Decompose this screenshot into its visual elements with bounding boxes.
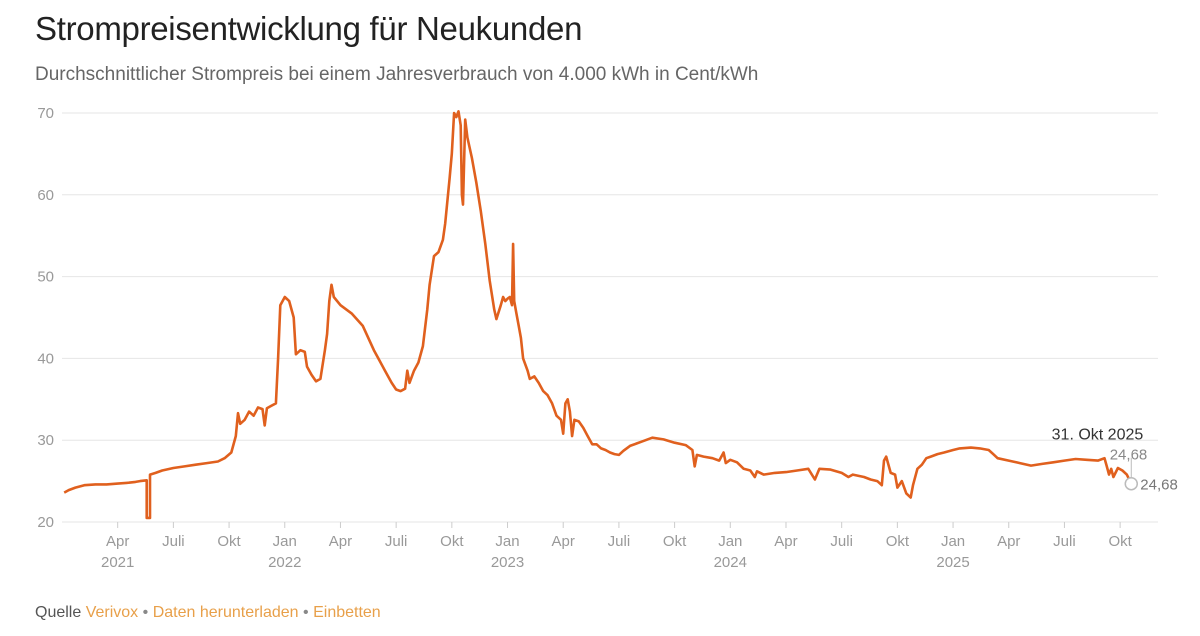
x-tick-label: Jan [941, 533, 965, 550]
source-label: Quelle [35, 604, 82, 621]
last-point-marker [1124, 476, 1139, 491]
y-tick-label: 20 [37, 514, 54, 531]
y-axis: 20 30 40 50 60 70 [37, 105, 54, 531]
y-tick-label: 70 [37, 105, 54, 122]
separator: • [303, 604, 309, 621]
embed-link[interactable]: Einbetten [313, 604, 381, 621]
chart-title: Strompreisentwicklung für Neukunden [35, 10, 583, 47]
x-tick-label: Juli [830, 533, 853, 550]
y-tick-label: 60 [37, 187, 54, 204]
source-link[interactable]: Verivox [85, 604, 139, 621]
x-tick-year: 2023 [491, 554, 524, 571]
x-tick-year: 2021 [101, 554, 134, 571]
x-tick-label: Jan [718, 533, 742, 550]
last-value-annotation: 31. Okt 2025 24,68 24,68 [1052, 427, 1178, 494]
x-tick-year: 2024 [714, 554, 747, 571]
line-chart[interactable]: 20 30 40 50 60 70 Apr 2021 Juli Okt Jan 2022 Apr Jul… [0, 0, 1200, 600]
x-tick-label: Juli [162, 533, 185, 550]
grid-lines [62, 112, 1158, 523]
x-tick-label: Jan [495, 533, 519, 550]
y-tick-label: 30 [37, 432, 54, 449]
y-tick-label: 50 [37, 269, 54, 286]
annotation-value: 24,68 [1110, 447, 1148, 464]
x-tick-label: Apr [774, 533, 797, 550]
x-tick-label: Okt [886, 533, 910, 550]
x-tick-label: Juli [1053, 533, 1076, 550]
y-tick-label: 40 [37, 350, 54, 367]
x-tick-label: Juli [385, 533, 408, 550]
x-tick-label: Juli [608, 533, 631, 550]
x-axis: Apr 2021 Juli Okt Jan 2022 Apr Juli Okt Jan 2023 Ap… [101, 522, 1133, 571]
download-data-link[interactable]: Daten herunterladen [152, 604, 299, 621]
end-value-label: 24,68 [1140, 477, 1178, 494]
separator: • [142, 604, 149, 621]
x-tick-label: Apr [552, 533, 575, 550]
footer: Quelle Verivox • Daten herunterladen • E… [35, 604, 381, 622]
x-tick-year: 2025 [936, 554, 969, 571]
x-tick-label: Apr [329, 533, 352, 550]
x-tick-label: Jan [273, 533, 297, 550]
x-tick-label: Okt [1108, 533, 1132, 550]
x-tick-label: Okt [663, 533, 687, 550]
x-tick-label: Okt [217, 533, 241, 550]
x-tick-year: 2022 [268, 554, 301, 571]
price-series-line[interactable] [63, 110, 1133, 520]
chart-subtitle: Durchschnittlicher Strompreis bei einem … [35, 64, 759, 85]
x-tick-label: Apr [106, 533, 129, 550]
x-tick-label: Apr [997, 533, 1020, 550]
x-tick-label: Okt [440, 533, 464, 550]
annotation-date: 31. Okt 2025 [1052, 427, 1144, 444]
